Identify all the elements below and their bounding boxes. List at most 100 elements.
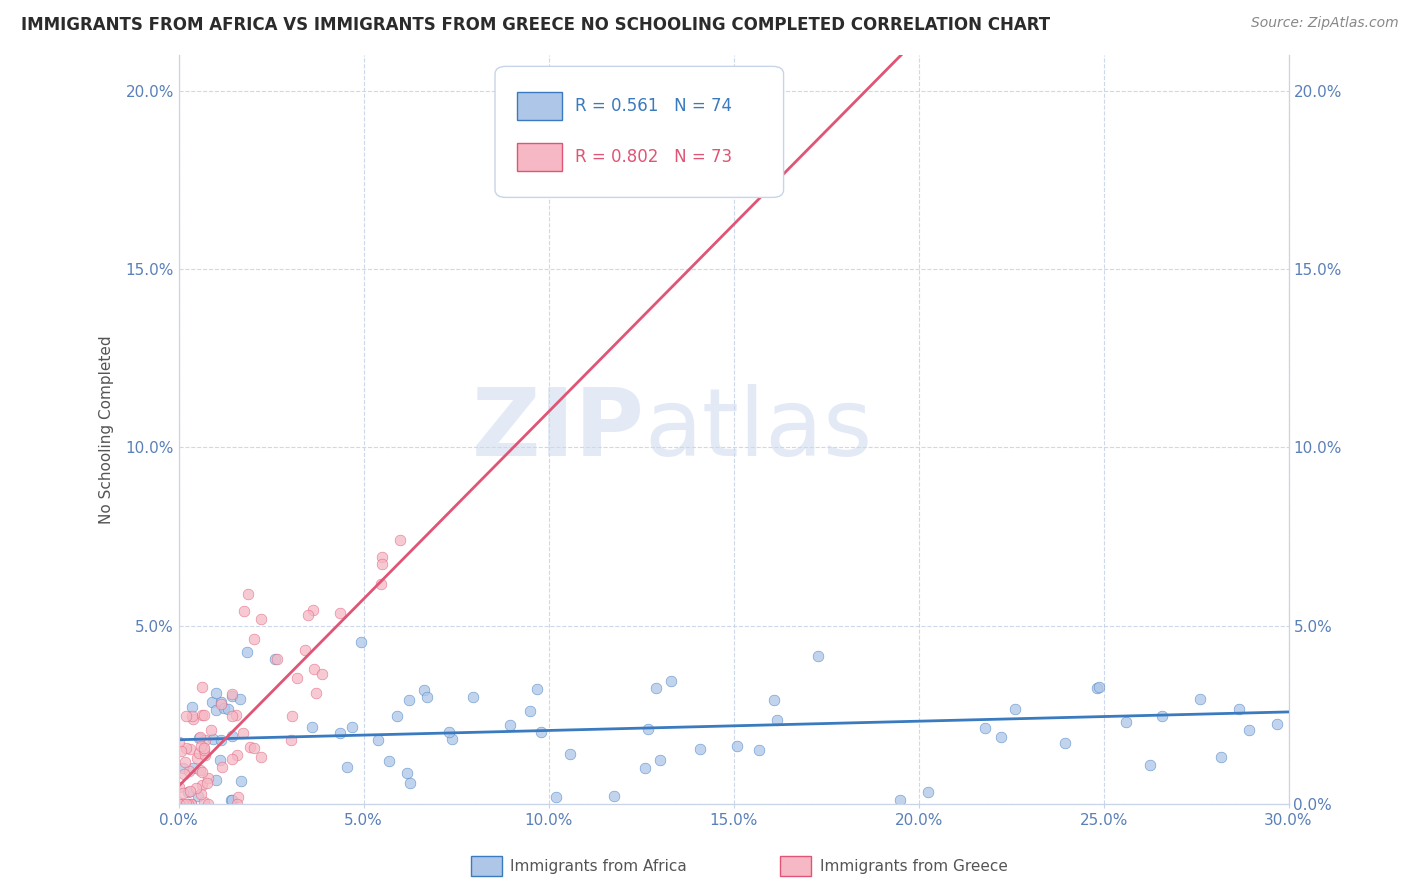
Point (209, 732, 232, 747)
Point (191, 764, 214, 779)
Point (371, 558, 394, 572)
Point (463, 690, 485, 705)
Point (190, 763, 212, 777)
Point (190, 787, 212, 801)
FancyBboxPatch shape (517, 143, 561, 171)
Point (221, 752, 243, 766)
Point (172, 797, 194, 811)
Point (439, 724, 461, 739)
Point (342, 720, 364, 734)
Point (209, 695, 232, 709)
Point (221, 729, 243, 743)
Point (544, 790, 567, 805)
Point (1115, 714, 1137, 729)
Point (264, 652, 287, 666)
Point (205, 772, 228, 787)
Point (174, 709, 197, 723)
Point (644, 681, 666, 695)
Point (217, 702, 239, 716)
Point (249, 612, 271, 626)
Point (174, 755, 197, 769)
Point (917, 784, 939, 798)
Point (226, 789, 249, 804)
Point (193, 707, 215, 722)
Point (398, 693, 420, 707)
Point (748, 743, 770, 757)
Point (179, 764, 201, 779)
Point (179, 742, 201, 756)
Point (169, 797, 191, 811)
Point (689, 742, 711, 756)
Point (190, 739, 212, 753)
Point (167, 780, 190, 794)
Point (225, 748, 247, 763)
Point (529, 725, 551, 739)
Point (188, 731, 211, 745)
Point (526, 681, 548, 696)
Point (194, 733, 217, 747)
Point (499, 718, 522, 732)
Point (193, 740, 215, 755)
Point (172, 787, 194, 801)
Point (413, 683, 436, 698)
Point (440, 731, 463, 746)
Point (973, 721, 995, 735)
Point (329, 726, 352, 740)
Point (221, 687, 243, 701)
Text: atlas: atlas (645, 384, 873, 475)
Point (211, 760, 233, 774)
Point (180, 797, 202, 811)
Point (190, 680, 212, 694)
Point (172, 760, 194, 774)
Point (229, 773, 252, 788)
Point (181, 700, 204, 714)
Point (603, 789, 626, 803)
Point (301, 720, 323, 734)
Point (659, 673, 682, 688)
Point (398, 776, 420, 790)
Point (302, 662, 325, 676)
Point (395, 766, 418, 780)
Point (239, 740, 262, 755)
Point (214, 700, 236, 714)
Point (415, 690, 437, 705)
Point (187, 746, 209, 760)
Point (311, 667, 333, 681)
Point (266, 652, 288, 666)
Point (221, 793, 243, 807)
Point (633, 761, 655, 775)
Point (194, 747, 217, 762)
Point (191, 708, 214, 723)
Point (243, 741, 266, 756)
Point (294, 643, 316, 657)
Point (1150, 708, 1173, 723)
Point (177, 797, 200, 811)
Point (281, 709, 304, 723)
Point (236, 587, 259, 601)
FancyBboxPatch shape (517, 92, 561, 120)
Point (209, 697, 232, 711)
Point (297, 607, 319, 622)
Point (990, 730, 1012, 744)
Point (173, 766, 195, 780)
Point (170, 744, 193, 758)
Point (221, 689, 243, 703)
Point (648, 753, 671, 767)
Point (766, 713, 789, 727)
Point (176, 797, 198, 811)
Y-axis label: No Schooling Completed: No Schooling Completed (100, 335, 114, 524)
Point (235, 645, 257, 659)
Point (197, 797, 219, 811)
Point (370, 577, 392, 591)
Point (187, 789, 209, 804)
Point (725, 739, 748, 754)
Point (181, 761, 204, 775)
Point (167, 797, 190, 811)
Point (226, 797, 249, 811)
Text: IMMIGRANTS FROM AFRICA VS IMMIGRANTS FROM GREECE NO SCHOOLING COMPLETED CORRELAT: IMMIGRANTS FROM AFRICA VS IMMIGRANTS FRO… (21, 16, 1050, 34)
Point (202, 732, 225, 747)
Point (229, 692, 252, 706)
Point (221, 709, 243, 723)
Point (181, 712, 204, 726)
Point (219, 793, 242, 807)
